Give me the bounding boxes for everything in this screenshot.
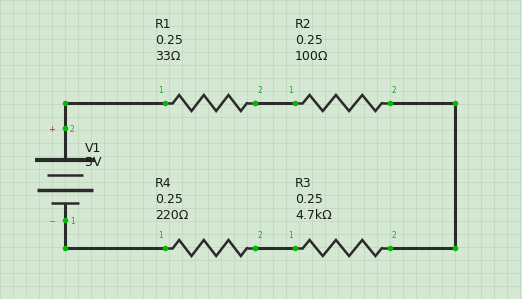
Text: 0.25: 0.25 xyxy=(155,34,183,47)
Text: 2: 2 xyxy=(257,231,262,240)
Text: R4: R4 xyxy=(155,177,172,190)
Text: 1: 1 xyxy=(288,86,293,95)
Text: 1: 1 xyxy=(70,217,75,227)
Text: 0.25: 0.25 xyxy=(295,193,323,206)
Text: 0.25: 0.25 xyxy=(295,34,323,47)
Text: 5V: 5V xyxy=(85,156,101,170)
Text: 1: 1 xyxy=(288,231,293,240)
Text: 2: 2 xyxy=(257,86,262,95)
Text: 100Ω: 100Ω xyxy=(295,50,328,63)
Text: 1: 1 xyxy=(158,231,163,240)
Text: 2: 2 xyxy=(392,231,397,240)
Text: 220Ω: 220Ω xyxy=(155,209,188,222)
Text: 2: 2 xyxy=(70,126,75,135)
Text: R3: R3 xyxy=(295,177,312,190)
Text: 4.7kΩ: 4.7kΩ xyxy=(295,209,332,222)
Text: −: − xyxy=(49,217,55,227)
Text: V1: V1 xyxy=(85,141,101,155)
Text: 0.25: 0.25 xyxy=(155,193,183,206)
Text: R1: R1 xyxy=(155,18,172,31)
Text: 1: 1 xyxy=(158,86,163,95)
Text: +: + xyxy=(49,126,55,135)
Text: R2: R2 xyxy=(295,18,312,31)
Text: 33Ω: 33Ω xyxy=(155,50,181,63)
Text: 2: 2 xyxy=(392,86,397,95)
